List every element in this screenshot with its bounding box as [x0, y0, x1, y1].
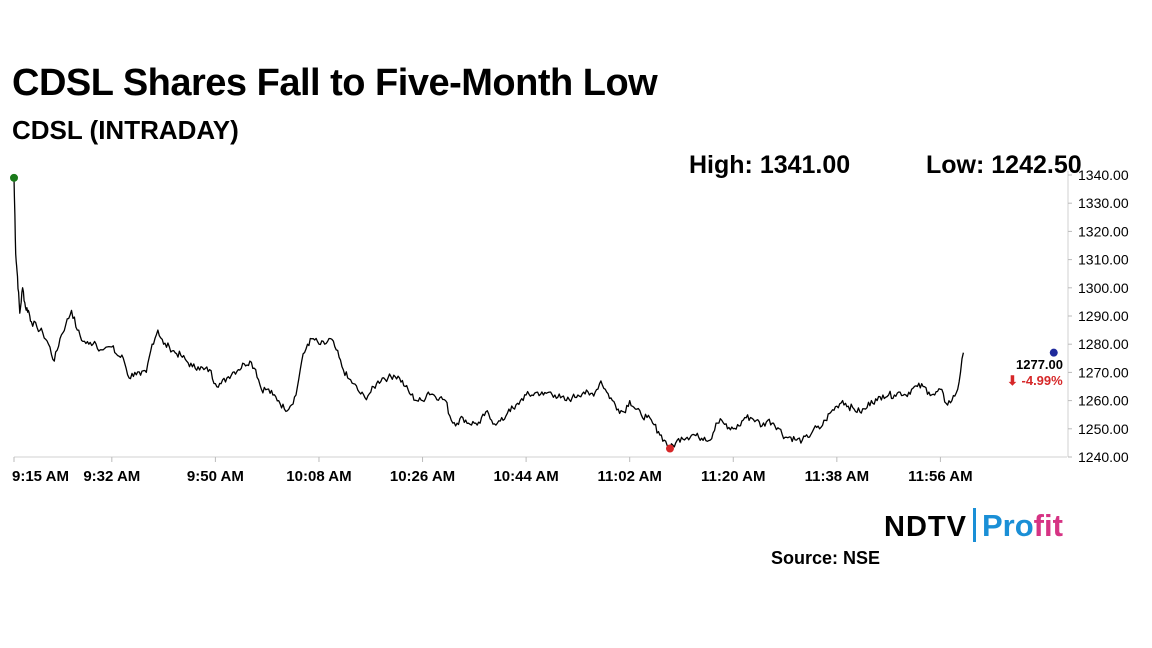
logo-ndtv-text: NDTV: [884, 511, 967, 543]
chart-title: CDSL Shares Fall to Five-Month Low: [12, 62, 658, 104]
y-tick-label: 1280.00: [1078, 336, 1129, 352]
y-tick-label: 1300.00: [1078, 280, 1129, 296]
x-tick-label: 10:44 AM: [493, 468, 558, 485]
last-marker: [1049, 348, 1058, 357]
high-marker: [10, 173, 18, 182]
chart-axes: 1240.00 1250.00 1260.00 1270.00 1280.00 1290.…: [12, 167, 1129, 485]
low-label: Low: 1242.50: [926, 151, 1082, 179]
y-tick-label: 1310.00: [1078, 252, 1129, 268]
x-tick-label: 11:38 AM: [805, 468, 869, 485]
y-tick-label: 1260.00: [1078, 393, 1129, 409]
x-tick-label: 10:08 AM: [286, 468, 351, 485]
logo-profit-part1: Pro: [981, 508, 1034, 543]
price-line: [13, 177, 965, 450]
y-tick-label: 1290.00: [1078, 308, 1129, 324]
x-tick-label: 11:20 AM: [701, 468, 765, 485]
y-tick-label: 1340.00: [1078, 167, 1129, 183]
y-tick-label: 1240.00: [1078, 449, 1129, 465]
x-tick-label: 11:56 AM: [908, 468, 972, 485]
x-tick-label: 11:02 AM: [597, 468, 661, 485]
x-tick-label: 10:26 AM: [390, 468, 455, 485]
x-tick-label: 9:32 AM: [83, 468, 140, 485]
logo-profit-part2: fit: [1033, 508, 1063, 543]
change-label: ⬇ -4.99%: [1007, 373, 1063, 388]
chart-subtitle: CDSL (INTRADAY): [12, 115, 239, 145]
x-tick-label: 9:50 AM: [187, 468, 244, 485]
high-label: High: 1341.00: [689, 151, 851, 179]
low-marker: [665, 444, 674, 453]
source-label: Source: NSE: [771, 548, 881, 568]
logo-divider: [972, 508, 976, 542]
ndtv-profit-logo: NDTV Profit: [884, 508, 1063, 544]
y-tick-label: 1250.00: [1078, 421, 1129, 437]
series-layer: [13, 177, 965, 450]
x-tick-label: 9:15 AM: [12, 468, 69, 485]
last-value-label: 1277.00: [1016, 357, 1063, 372]
markers-layer: [10, 173, 1058, 453]
y-tick-label: 1320.00: [1078, 223, 1129, 239]
y-tick-label: 1330.00: [1078, 195, 1129, 211]
y-tick-label: 1270.00: [1078, 364, 1129, 380]
